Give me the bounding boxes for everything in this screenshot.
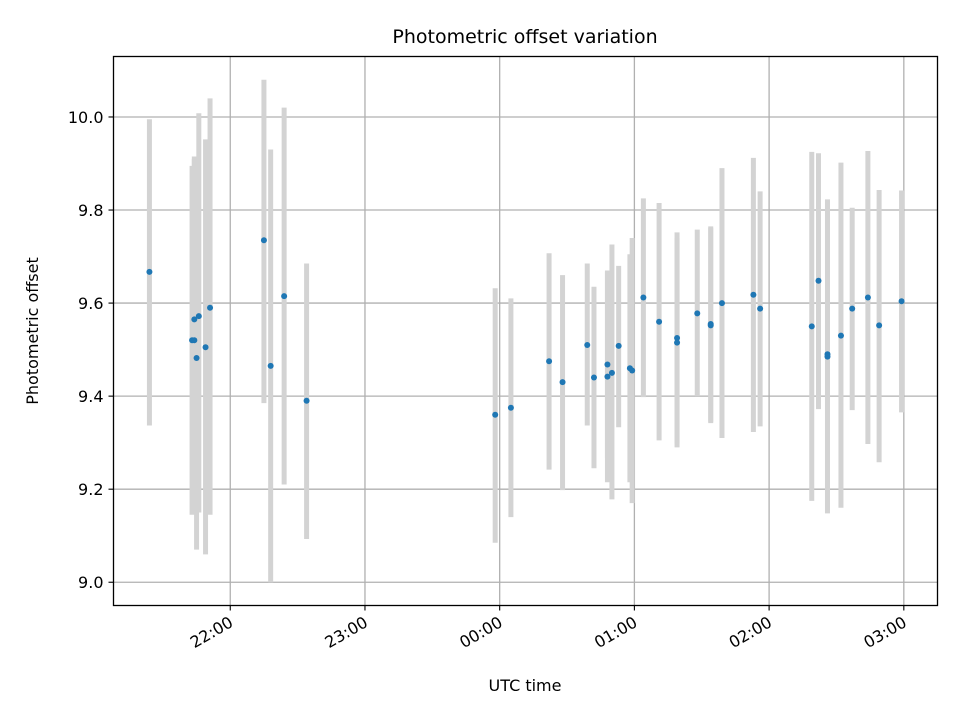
x-tick-label: 03:00 <box>860 613 909 653</box>
data-point <box>757 305 764 312</box>
data-point <box>584 341 591 348</box>
data-point <box>674 334 681 341</box>
y-tick-label: 9.6 <box>78 294 103 313</box>
data-point <box>590 374 597 381</box>
data-point <box>876 322 883 329</box>
data-point <box>824 353 831 360</box>
error-bars <box>146 79 905 583</box>
data-point <box>629 367 636 374</box>
data-point <box>707 322 714 329</box>
data-point <box>207 304 214 311</box>
y-tick-label: 9.8 <box>78 201 103 220</box>
data-point <box>656 318 663 325</box>
data-point <box>808 323 815 330</box>
x-axis-label: UTC time <box>489 676 562 695</box>
x-tick-label: 01:00 <box>591 613 640 653</box>
data-point <box>492 411 499 418</box>
data-point <box>260 237 267 244</box>
y-tick-label: 9.0 <box>78 573 103 592</box>
x-tick-label: 23:00 <box>322 613 371 653</box>
data-point <box>815 277 822 284</box>
data-point <box>202 344 209 351</box>
data-point <box>849 305 856 312</box>
data-point <box>674 339 681 346</box>
data-point <box>195 313 202 320</box>
data-point <box>303 397 310 404</box>
data-point <box>718 300 725 307</box>
y-tick-label: 10.0 <box>68 108 104 127</box>
x-tick-label: 02:00 <box>726 613 775 653</box>
data-point <box>559 379 566 386</box>
data-point <box>837 332 844 339</box>
data-point <box>193 354 200 361</box>
y-tick-label: 9.2 <box>78 480 103 499</box>
data-point <box>604 373 611 380</box>
data-point <box>864 294 871 301</box>
y-tick-label: 9.4 <box>78 387 103 406</box>
x-tick-label: 00:00 <box>456 613 505 653</box>
chart-title: Photometric offset variation <box>392 26 657 48</box>
data-points <box>146 237 905 418</box>
data-point <box>267 362 274 369</box>
data-point <box>281 293 288 300</box>
y-axis-label: Photometric offset <box>23 257 42 405</box>
data-point <box>615 342 622 349</box>
data-point <box>507 404 514 411</box>
data-point <box>604 361 611 368</box>
data-point <box>191 316 198 323</box>
data-point <box>898 298 905 305</box>
data-point <box>640 294 647 301</box>
data-point <box>191 337 198 344</box>
data-point <box>146 268 153 275</box>
x-tick-label: 22:00 <box>187 613 236 653</box>
data-point <box>750 291 757 298</box>
data-point <box>608 369 615 376</box>
plot-frame <box>112 55 939 607</box>
data-point <box>546 358 553 365</box>
data-point <box>694 310 701 317</box>
